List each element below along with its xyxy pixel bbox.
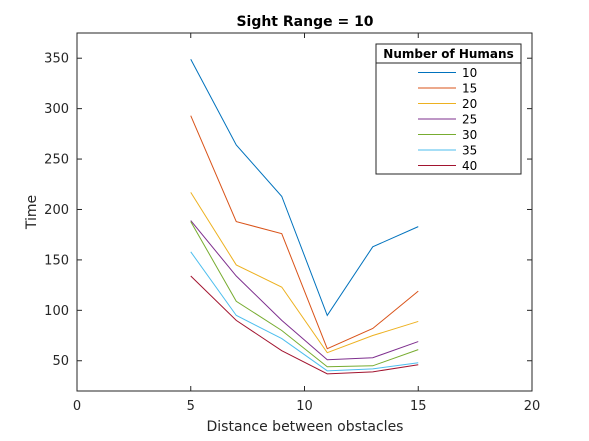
legend-label-20: 20 bbox=[462, 97, 477, 111]
series-line-10 bbox=[190, 58, 419, 317]
legend-label-35: 35 bbox=[462, 144, 477, 158]
series-line-25 bbox=[190, 220, 419, 361]
legend-label-40: 40 bbox=[462, 159, 477, 173]
x-tick-label: 20 bbox=[524, 399, 541, 414]
legend-label-30: 30 bbox=[462, 128, 477, 142]
y-tick-label: 200 bbox=[44, 203, 69, 218]
legend-label-25: 25 bbox=[462, 113, 477, 127]
x-axis: 0 5 10 15 20 bbox=[73, 33, 540, 414]
y-tick-label: 150 bbox=[44, 253, 69, 268]
legend-label-15: 15 bbox=[462, 82, 477, 96]
x-tick-label: 10 bbox=[296, 399, 313, 414]
series-line-35 bbox=[190, 251, 419, 372]
y-tick-label: 300 bbox=[44, 102, 69, 117]
chart-title: Sight Range = 10 bbox=[236, 14, 373, 30]
y-tick-label: 250 bbox=[44, 153, 69, 168]
series-line-20 bbox=[190, 192, 419, 354]
x-tick-label: 5 bbox=[187, 399, 195, 414]
y-tick-label: 50 bbox=[52, 354, 69, 369]
y-axis: 50 100 150 200 250 300 350 bbox=[44, 52, 532, 369]
x-tick-label: 0 bbox=[73, 399, 81, 414]
x-tick-label: 15 bbox=[410, 399, 427, 414]
series-line-40 bbox=[190, 275, 419, 375]
series-line-30 bbox=[190, 221, 419, 368]
legend-label-10: 10 bbox=[462, 66, 477, 80]
y-tick-label: 100 bbox=[44, 304, 69, 319]
legend-title: Number of Humans bbox=[383, 47, 513, 61]
series-line-15 bbox=[190, 115, 419, 350]
y-tick-label: 350 bbox=[44, 52, 69, 67]
y-axis-label: Time bbox=[24, 195, 40, 230]
legend-box bbox=[375, 43, 522, 175]
x-axis-label: Distance between obstacles bbox=[207, 419, 404, 435]
series-lines bbox=[190, 58, 419, 375]
